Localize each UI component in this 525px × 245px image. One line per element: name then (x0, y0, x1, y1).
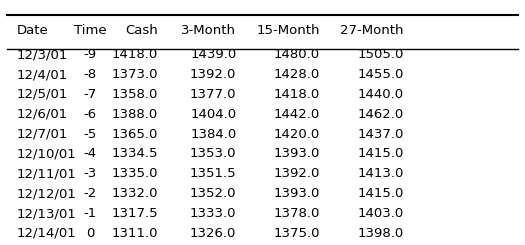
Text: -8: -8 (83, 68, 97, 81)
Text: Time: Time (74, 24, 107, 37)
Text: 1442.0: 1442.0 (274, 108, 320, 121)
Text: 1455.0: 1455.0 (357, 68, 404, 81)
Text: -3: -3 (83, 167, 97, 180)
Text: 12/5/01: 12/5/01 (17, 88, 68, 101)
Text: 1375.0: 1375.0 (274, 227, 320, 240)
Text: 27-Month: 27-Month (340, 24, 404, 37)
Text: -5: -5 (83, 128, 97, 141)
Text: 1377.0: 1377.0 (190, 88, 236, 101)
Text: 1353.0: 1353.0 (190, 147, 236, 160)
Text: 12/6/01: 12/6/01 (17, 108, 68, 121)
Text: 1440.0: 1440.0 (358, 88, 404, 101)
Text: 1418.0: 1418.0 (274, 88, 320, 101)
Text: -7: -7 (83, 88, 97, 101)
Text: 1462.0: 1462.0 (357, 108, 404, 121)
Text: 12/3/01: 12/3/01 (17, 48, 68, 61)
Text: 1388.0: 1388.0 (112, 108, 158, 121)
Text: 15-Month: 15-Month (256, 24, 320, 37)
Text: 1418.0: 1418.0 (112, 48, 158, 61)
Text: 1351.5: 1351.5 (190, 167, 236, 180)
Text: 1404.0: 1404.0 (190, 108, 236, 121)
Text: 1311.0: 1311.0 (111, 227, 158, 240)
Text: -9: -9 (83, 48, 97, 61)
Text: -6: -6 (83, 108, 97, 121)
Text: 1398.0: 1398.0 (357, 227, 404, 240)
Text: 1378.0: 1378.0 (274, 207, 320, 220)
Text: 1393.0: 1393.0 (274, 187, 320, 200)
Text: 12/14/01: 12/14/01 (17, 227, 77, 240)
Text: 1317.5: 1317.5 (111, 207, 158, 220)
Text: 12/13/01: 12/13/01 (17, 207, 77, 220)
Text: 1358.0: 1358.0 (112, 88, 158, 101)
Text: 1333.0: 1333.0 (190, 207, 236, 220)
Text: 1392.0: 1392.0 (274, 167, 320, 180)
Text: 1437.0: 1437.0 (357, 128, 404, 141)
Text: 0: 0 (86, 227, 94, 240)
Text: 1403.0: 1403.0 (357, 207, 404, 220)
Text: 1332.0: 1332.0 (111, 187, 158, 200)
Text: Date: Date (17, 24, 49, 37)
Text: 1373.0: 1373.0 (111, 68, 158, 81)
Text: 12/12/01: 12/12/01 (17, 187, 77, 200)
Text: 12/10/01: 12/10/01 (17, 147, 77, 160)
Text: 1415.0: 1415.0 (357, 147, 404, 160)
Text: -2: -2 (83, 187, 97, 200)
Text: 1384.0: 1384.0 (190, 128, 236, 141)
Text: 1393.0: 1393.0 (274, 147, 320, 160)
Text: -1: -1 (83, 207, 97, 220)
Text: 12/11/01: 12/11/01 (17, 167, 77, 180)
Text: 1415.0: 1415.0 (357, 187, 404, 200)
Text: 1326.0: 1326.0 (190, 227, 236, 240)
Text: 12/4/01: 12/4/01 (17, 68, 68, 81)
Text: 1413.0: 1413.0 (357, 167, 404, 180)
Text: 1439.0: 1439.0 (190, 48, 236, 61)
Text: 1420.0: 1420.0 (274, 128, 320, 141)
Text: 1428.0: 1428.0 (274, 68, 320, 81)
Text: 1335.0: 1335.0 (111, 167, 158, 180)
Text: -4: -4 (83, 147, 97, 160)
Text: 1480.0: 1480.0 (274, 48, 320, 61)
Text: 1392.0: 1392.0 (190, 68, 236, 81)
Text: 1505.0: 1505.0 (357, 48, 404, 61)
Text: 3-Month: 3-Month (182, 24, 236, 37)
Text: 1365.0: 1365.0 (112, 128, 158, 141)
Text: 1334.5: 1334.5 (111, 147, 158, 160)
Text: 12/7/01: 12/7/01 (17, 128, 68, 141)
Text: Cash: Cash (125, 24, 158, 37)
Text: 1352.0: 1352.0 (190, 187, 236, 200)
